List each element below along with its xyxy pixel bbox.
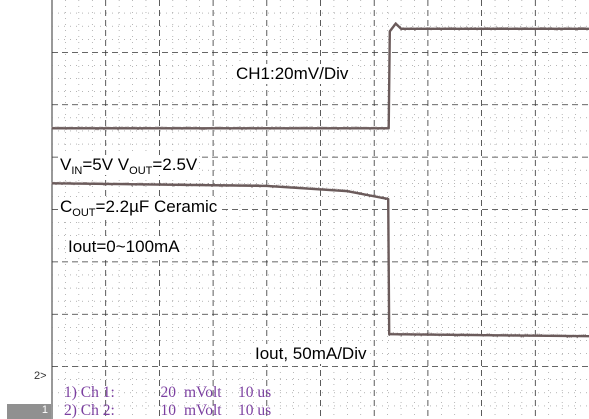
ch2-scale-label: Iout, 50mA/Div — [253, 344, 369, 364]
status-row-ch1: 1) Ch 1: 20 mVolt 10 us — [64, 385, 271, 401]
ch2-trace — [51, 182, 589, 338]
status-ch2-name: 2) Ch 2: — [64, 402, 115, 419]
status-ch1-name: 1) Ch 1: — [64, 384, 115, 401]
ch1-scale-label: CH1:20mV/Div — [234, 64, 351, 84]
ch2-ground-marker: 2> — [34, 370, 47, 382]
ch1-trace-noise — [51, 22, 588, 131]
status-ch2-unit: mVolt — [184, 402, 222, 419]
graticule — [51, 0, 589, 419]
vin-vout-label: VIN=5V VOUT=2.5V — [58, 155, 200, 177]
status-ch2-time: 10 us — [238, 402, 272, 419]
status-ch2-value: 10 — [160, 402, 177, 419]
status-ch1-unit: mVolt — [184, 384, 222, 401]
ch2-trace-noise — [51, 181, 588, 339]
ch1-trace — [52, 22, 589, 130]
status-ch1-time: 10 us — [238, 384, 272, 401]
status-ch1-value: 20 — [160, 384, 177, 401]
traces — [51, 22, 589, 339]
iout-range-label: Iout=0~100mA — [66, 237, 182, 257]
cout-label: COUT=2.2µF Ceramic — [58, 197, 220, 219]
status-row-ch2: 2) Ch 2: 10 mVolt 10 us — [64, 403, 271, 419]
ch1-ground-marker: 1 — [7, 404, 51, 419]
